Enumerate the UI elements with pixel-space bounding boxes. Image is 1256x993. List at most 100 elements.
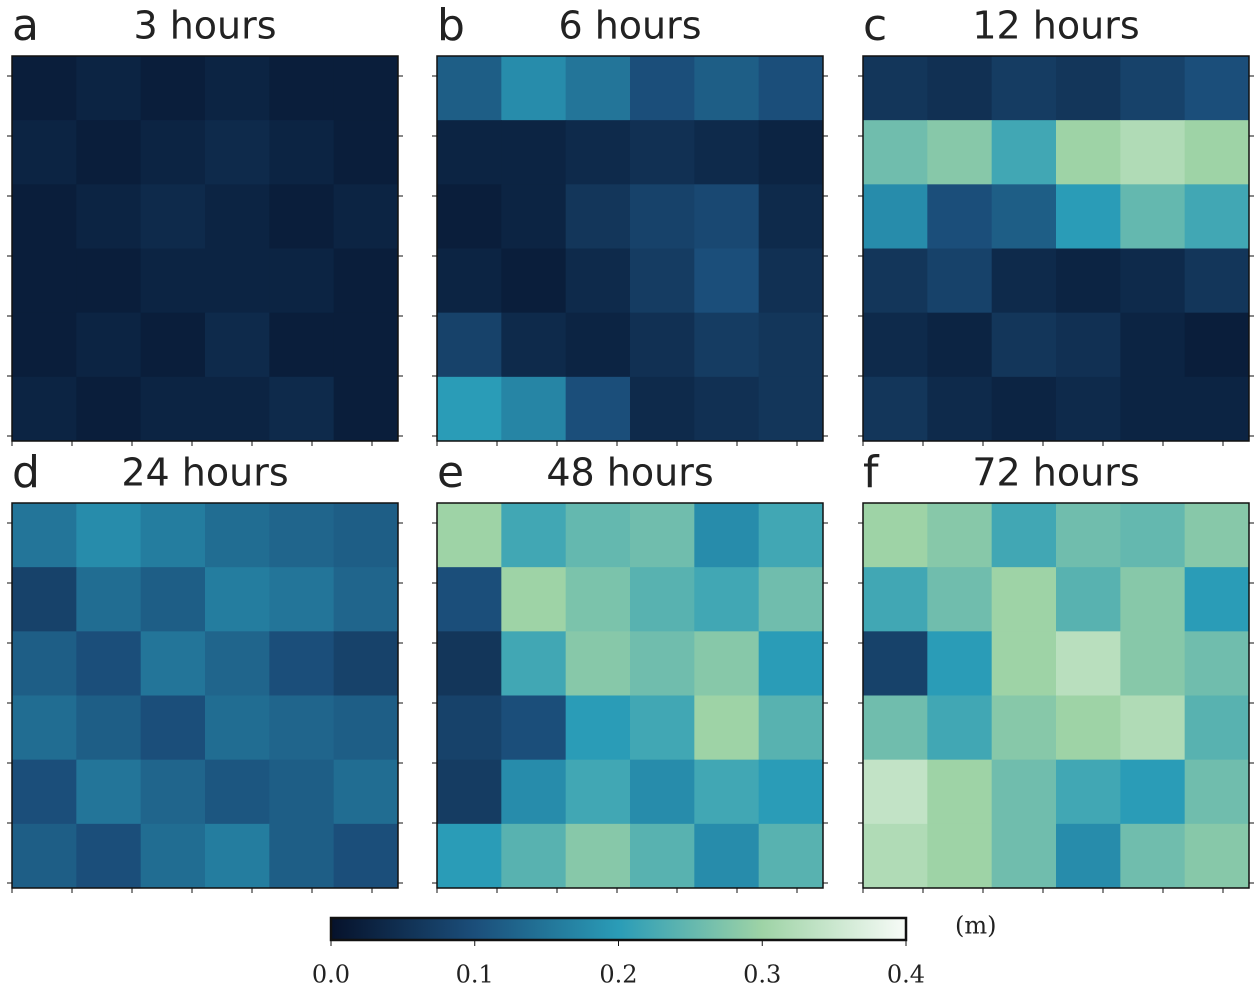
heatmap-cell xyxy=(566,249,631,314)
heatmap-cell xyxy=(269,824,334,889)
heatmap-cell xyxy=(1056,249,1121,314)
heatmap-cell xyxy=(12,696,77,761)
heatmap-cell xyxy=(694,313,759,378)
heatmap-cell xyxy=(437,824,502,889)
heatmap-cell xyxy=(1120,249,1185,314)
heatmap-cell xyxy=(863,313,928,378)
heatmap-cell xyxy=(1120,824,1185,889)
heatmap-cell xyxy=(694,120,759,185)
heatmap-cell xyxy=(863,184,928,249)
heatmap-cell xyxy=(1185,631,1250,696)
heatmap-cell xyxy=(992,824,1057,889)
heatmap-cell xyxy=(205,120,270,185)
heatmap-cell xyxy=(992,313,1057,378)
heatmap-cell xyxy=(334,377,399,442)
heatmap-cell xyxy=(12,120,77,185)
heatmap-cell xyxy=(1056,184,1121,249)
panel-label: b xyxy=(437,0,465,51)
heatmap-cell xyxy=(630,631,695,696)
heatmap-cell xyxy=(1185,760,1250,825)
heatmap-cell xyxy=(992,249,1057,314)
panel-title: 72 hours xyxy=(972,451,1139,495)
heatmap-cell xyxy=(1185,56,1250,121)
heatmap-cell xyxy=(566,824,631,889)
heatmap-cell xyxy=(863,760,928,825)
heatmap-cell xyxy=(12,313,77,378)
heatmap-cell xyxy=(1185,377,1250,442)
heatmap-cell xyxy=(334,120,399,185)
heatmap-cell xyxy=(759,377,824,442)
heatmap-cell xyxy=(12,631,77,696)
heatmap-cell xyxy=(501,503,566,568)
heatmap-cell xyxy=(992,696,1057,761)
heatmap-cell xyxy=(437,567,502,632)
heatmap-cell xyxy=(76,567,141,632)
heatmap-cell xyxy=(334,696,399,761)
heatmap-cell xyxy=(992,184,1057,249)
heatmap-cell xyxy=(863,696,928,761)
heatmap-cell xyxy=(141,56,206,121)
panel-label: c xyxy=(863,0,887,51)
heatmap-cell xyxy=(630,377,695,442)
heatmap-cell xyxy=(759,120,824,185)
heatmap-cell xyxy=(141,567,206,632)
heatmap-cell xyxy=(76,377,141,442)
heatmap-cell xyxy=(1120,377,1185,442)
heatmap-cell xyxy=(759,313,824,378)
heatmap-cell xyxy=(1185,503,1250,568)
heatmap-cell xyxy=(630,184,695,249)
heatmap-cell xyxy=(1056,377,1121,442)
heatmap-cell xyxy=(927,120,992,185)
heatmap-cell xyxy=(1185,696,1250,761)
colorbar-tick-label: 0.2 xyxy=(599,961,637,989)
heatmap-cell xyxy=(334,824,399,889)
heatmap-cell xyxy=(992,120,1057,185)
heatmap-cell xyxy=(76,120,141,185)
heatmap-cell xyxy=(1056,631,1121,696)
heatmap-cell xyxy=(863,824,928,889)
heatmap-cell xyxy=(501,313,566,378)
heatmap-cell xyxy=(1185,567,1250,632)
heatmap-cell xyxy=(566,377,631,442)
heatmap-cell xyxy=(12,760,77,825)
heatmap-cell xyxy=(694,249,759,314)
heatmap-cell xyxy=(205,631,270,696)
heatmap-cell xyxy=(334,184,399,249)
colorbar-tick-label: 0.1 xyxy=(456,961,494,989)
heatmap-cell xyxy=(863,56,928,121)
heatmap-cell xyxy=(76,184,141,249)
heatmap-cell xyxy=(269,631,334,696)
heatmap-cell xyxy=(501,824,566,889)
heatmap-cell xyxy=(1120,313,1185,378)
heatmap-cell xyxy=(630,120,695,185)
heatmap-cell xyxy=(437,503,502,568)
heatmap-cell xyxy=(992,631,1057,696)
heatmap-cell xyxy=(1120,503,1185,568)
heatmap-cell xyxy=(205,696,270,761)
heatmap-cell xyxy=(76,249,141,314)
heatmap-cell xyxy=(501,631,566,696)
heatmap-cell xyxy=(1185,313,1250,378)
colorbar xyxy=(331,918,906,940)
heatmap-cell xyxy=(334,503,399,568)
heatmap-cell xyxy=(141,631,206,696)
heatmap-cell xyxy=(269,696,334,761)
heatmap-cell xyxy=(501,377,566,442)
heatmap-cell xyxy=(269,249,334,314)
heatmap-cell xyxy=(437,696,502,761)
heatmap-cell xyxy=(992,56,1057,121)
heatmap-cell xyxy=(863,631,928,696)
heatmap-cell xyxy=(694,824,759,889)
heatmap-cell xyxy=(76,56,141,121)
heatmap-cell xyxy=(566,567,631,632)
heatmap-cell xyxy=(863,503,928,568)
heatmap-cell xyxy=(205,503,270,568)
heatmap-cell xyxy=(1056,56,1121,121)
heatmap-cell xyxy=(694,56,759,121)
heatmap-cell xyxy=(437,249,502,314)
heatmap-cell xyxy=(205,313,270,378)
heatmap-cell xyxy=(694,184,759,249)
heatmap-cell xyxy=(437,184,502,249)
heatmap-cell xyxy=(437,56,502,121)
heatmap-cell xyxy=(630,503,695,568)
